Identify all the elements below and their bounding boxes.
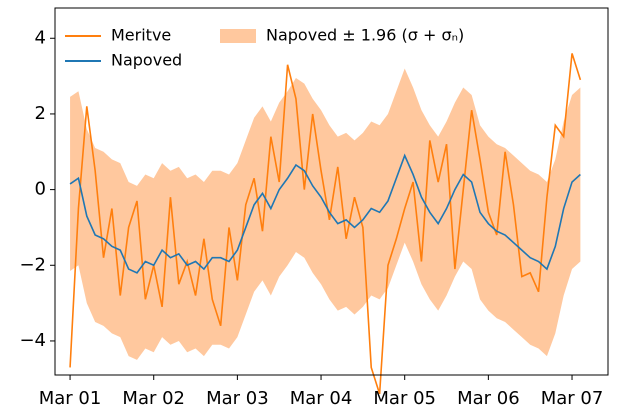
x-tick-label: Mar 01	[39, 388, 102, 409]
x-tick-label: Mar 06	[457, 388, 520, 409]
legend-label: Meritve	[111, 26, 171, 45]
y-tick-label: 4	[35, 27, 46, 48]
band	[70, 68, 581, 360]
y-tick-label: −2	[19, 254, 46, 275]
x-tick-label: Mar 02	[122, 388, 185, 409]
line	[69, 153, 581, 274]
legend-label: Napoved	[111, 51, 182, 70]
line	[69, 53, 582, 395]
y-tick-label: 0	[35, 179, 46, 200]
y-tick-label: 2	[35, 103, 46, 124]
plot-frame	[54, 7, 609, 376]
legend-swatch	[220, 29, 256, 43]
y-tick-label: −4	[19, 330, 46, 351]
legend-label: Napoved ± 1.96 (σ + σₙ)	[266, 26, 464, 45]
x-tick-label: Mar 03	[206, 388, 269, 409]
x-tick-label: Mar 05	[373, 388, 436, 409]
x-tick-label: Mar 04	[290, 388, 353, 409]
x-tick-label: Mar 07	[541, 388, 604, 409]
